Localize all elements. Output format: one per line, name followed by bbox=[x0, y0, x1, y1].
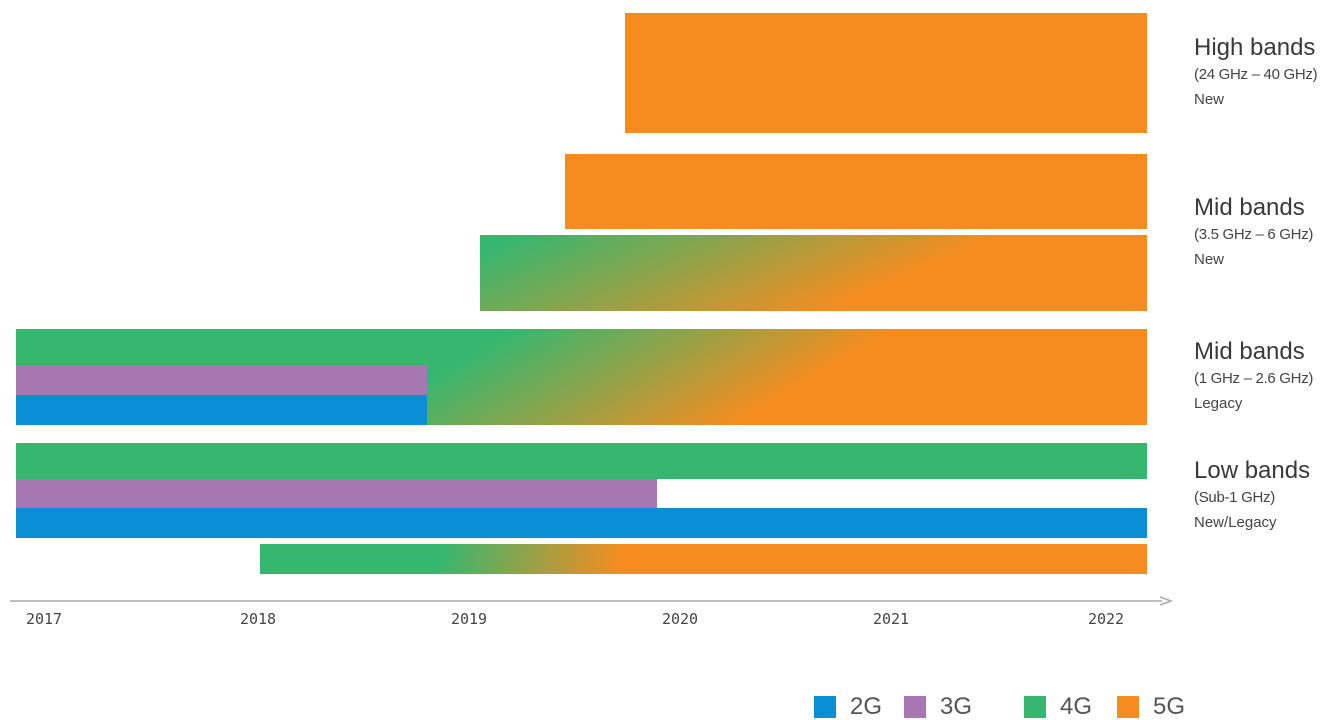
bar-mid-legacy-3g bbox=[16, 365, 427, 395]
band-type: New bbox=[1194, 91, 1225, 108]
legend-item-2g: 2G bbox=[814, 692, 883, 720]
bar-low-3g bbox=[16, 479, 657, 508]
x-axis-arrow-icon bbox=[1159, 596, 1174, 606]
band-label-high: High bands (24 GHz – 40 GHz) New bbox=[1194, 33, 1344, 113]
band-title: Mid bands bbox=[1194, 194, 1305, 221]
bar-low-2g bbox=[16, 508, 1147, 538]
band-type: New/Legacy bbox=[1194, 514, 1277, 531]
band-title: High bands bbox=[1194, 34, 1316, 61]
band-type: New bbox=[1194, 251, 1225, 268]
x-axis-ticks: 2017 2018 2019 2020 2021 2022 bbox=[26, 610, 1124, 628]
x-tick-label: 2018 bbox=[240, 610, 276, 628]
band-label-mid-legacy: Mid bands (1 GHz – 2.6 GHz) Legacy bbox=[1194, 337, 1344, 417]
bar-mid-new-5g bbox=[565, 154, 1147, 229]
band-label-low: Low bands (Sub-1 GHz) New/Legacy bbox=[1194, 456, 1344, 536]
bar-mid-new-4g-to-5g bbox=[480, 235, 1147, 311]
legend-label: 2G bbox=[850, 692, 883, 720]
legend-label: 5G bbox=[1153, 692, 1186, 720]
legend-label: 4G bbox=[1060, 692, 1093, 720]
legend-swatch-3g bbox=[904, 695, 926, 718]
band-label-mid-new: Mid bands (3.5 GHz – 6 GHz) New bbox=[1194, 193, 1344, 273]
band-range: (1 GHz – 2.6 GHz) bbox=[1194, 370, 1314, 387]
legend-swatch-2g bbox=[814, 695, 836, 718]
band-range: (24 GHz – 40 GHz) bbox=[1194, 66, 1318, 83]
bar-high-5g bbox=[625, 13, 1147, 133]
band-title: Low bands bbox=[1194, 457, 1311, 484]
x-tick-label: 2019 bbox=[451, 610, 487, 628]
band-title: Mid bands bbox=[1194, 338, 1305, 365]
x-tick-label: 2017 bbox=[26, 610, 62, 628]
band-type: Legacy bbox=[1194, 395, 1243, 412]
bar-mid-legacy-4g bbox=[16, 329, 427, 365]
legend-label: 3G bbox=[940, 692, 973, 720]
legend-item-5g: 5G bbox=[1117, 692, 1186, 720]
x-tick-label: 2022 bbox=[1088, 610, 1124, 628]
band-range: (3.5 GHz – 6 GHz) bbox=[1194, 226, 1314, 243]
x-tick-label: 2021 bbox=[873, 610, 909, 628]
bar-low-4g bbox=[16, 443, 1147, 479]
band-range: (Sub-1 GHz) bbox=[1194, 489, 1275, 506]
bar-mid-legacy-2g bbox=[16, 395, 427, 425]
legend-item-4g: 4G bbox=[1024, 692, 1093, 720]
x-tick-label: 2020 bbox=[662, 610, 698, 628]
legend-swatch-4g bbox=[1024, 695, 1046, 718]
bar-low-4g-to-5g bbox=[260, 544, 1147, 574]
legend-item-3g: 3G bbox=[904, 692, 973, 720]
legend-swatch-5g bbox=[1117, 695, 1139, 718]
